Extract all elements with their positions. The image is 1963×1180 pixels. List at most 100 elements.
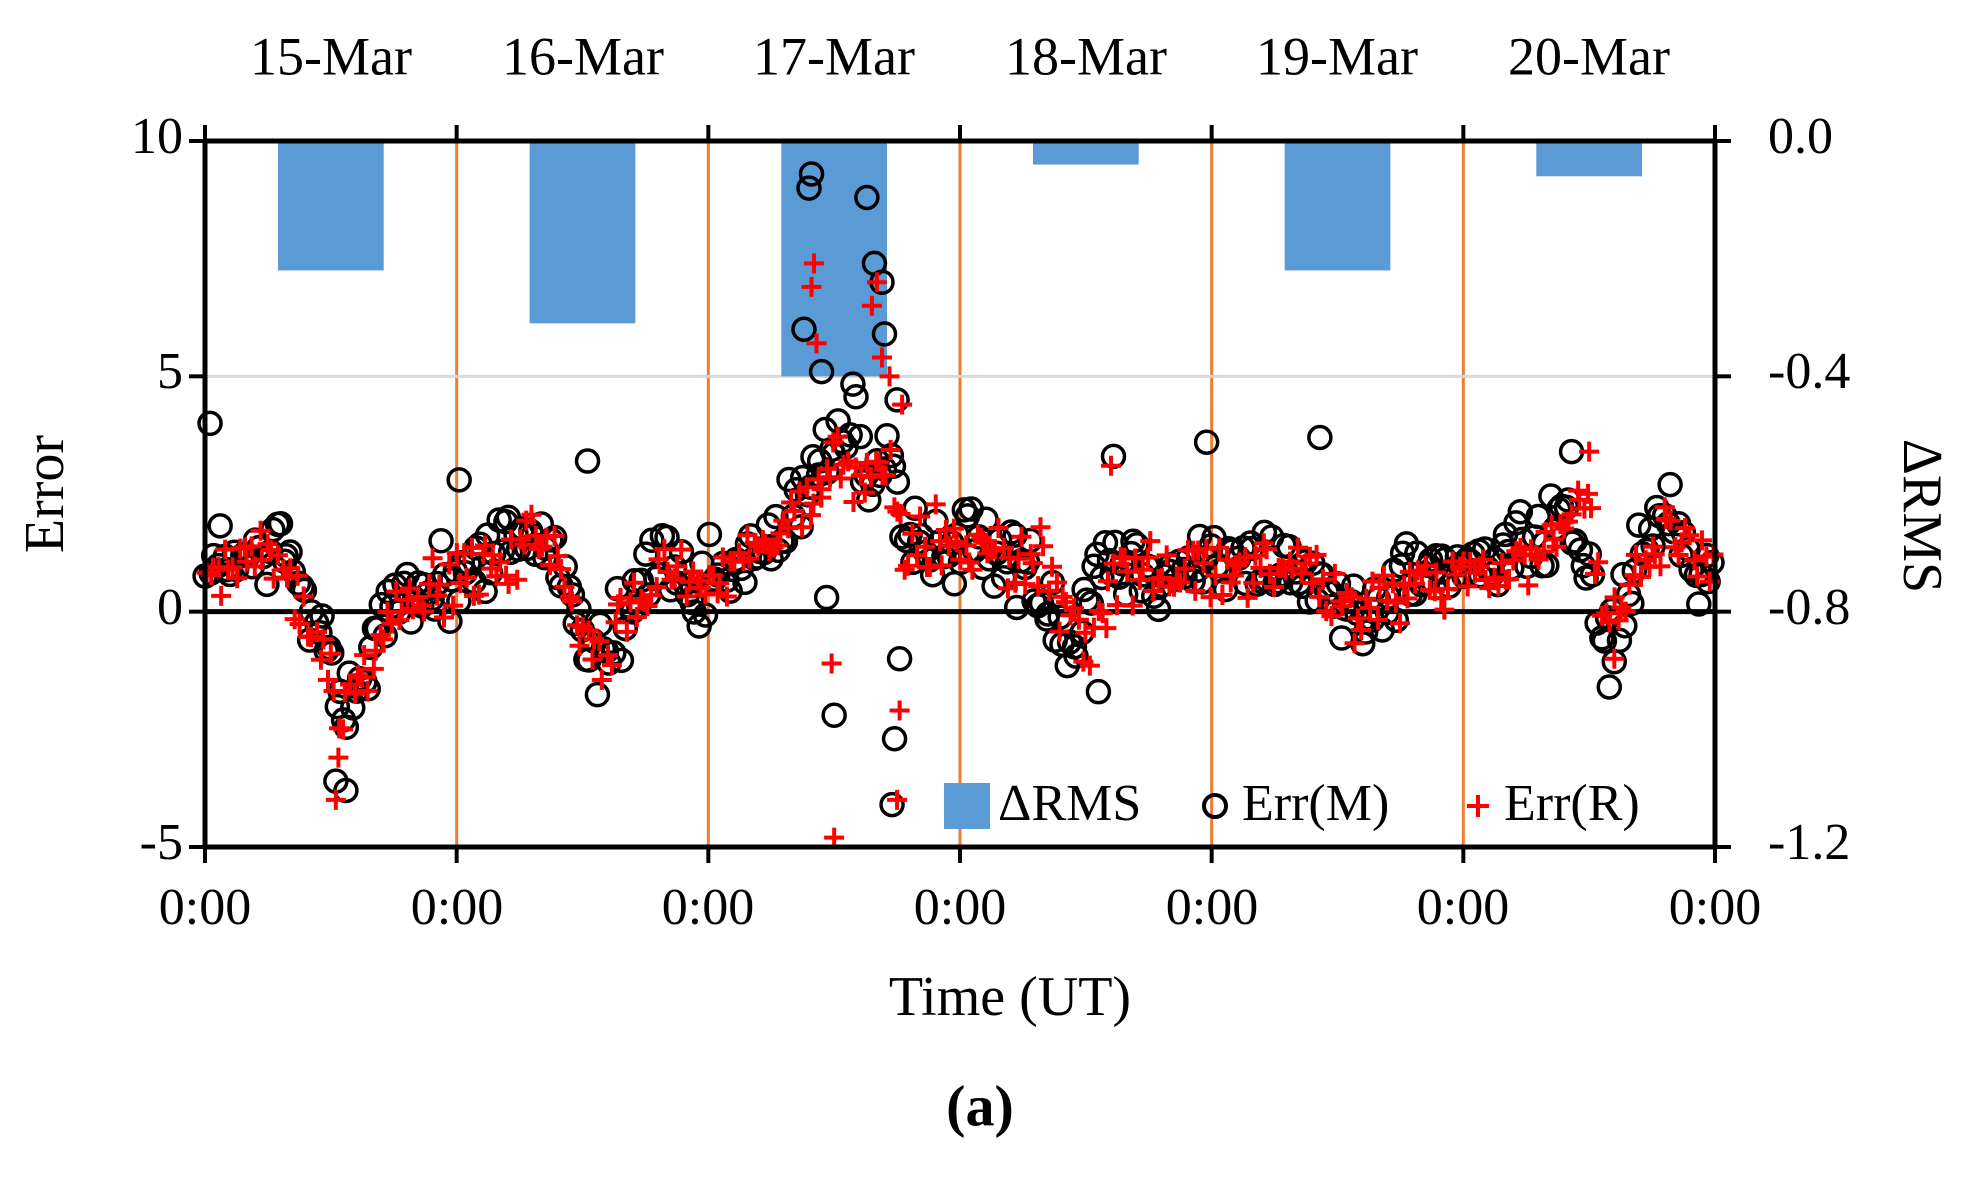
err-m-point [798,161,825,187]
err-r-point [251,549,272,570]
err-r-point [1385,592,1406,613]
err-r-point [1132,559,1153,580]
err-r-point [739,548,760,569]
err-r-point [1460,551,1481,572]
err-r-point [956,535,977,556]
err-m-point [324,693,351,720]
delta-rms-bar [1032,141,1139,165]
err-r-point [347,665,368,686]
legend: ΔRMS Err(M) Err(R) [944,775,1640,832]
err-r-point [1588,552,1609,573]
err-r-point [1437,578,1458,599]
legend-marker-err-m [1202,793,1228,819]
date-label: 17-Mar [753,26,915,86]
err-m-point [1061,634,1088,660]
err-r-point [320,643,341,664]
err-r-point [1615,601,1636,622]
err-r-point [267,545,288,566]
err-r-point [1096,618,1117,639]
err-r-point [1546,536,1567,557]
err-m-point [732,569,758,596]
err-r-point [1166,570,1187,591]
err-m-point [679,589,705,616]
err-m-point [1686,591,1712,617]
err-r-point [1156,545,1177,566]
err-r-point [910,506,931,527]
err-r-point [806,333,827,354]
err-r-point [1599,612,1620,633]
right-axis-labels: 0.0 -0.4 -0.8 -1.2 [1768,108,1850,871]
err-r-point [414,601,435,622]
err-r-point [429,574,450,595]
err-r-point [1679,525,1700,546]
err-r-point [287,565,308,586]
err-r-point [531,536,552,557]
err-r-point [1129,569,1150,590]
err-m-point [884,387,910,413]
err-r-point [1030,517,1051,538]
err-r-point [648,549,669,570]
err-r-point [752,529,773,550]
err-r-point [931,555,952,576]
err-r-point [890,504,911,525]
err-r-point [1324,563,1345,584]
err-r-point [1611,597,1632,618]
err-m-point [1507,499,1534,525]
err-r-point [333,719,354,740]
err-r-point [1143,580,1164,601]
err-r-point [461,537,482,558]
err-m-point [207,513,233,539]
err-r-point [317,669,338,690]
err-r-point [1348,608,1369,629]
err-r-point [554,576,575,597]
err-m-point [197,410,223,437]
err-m-point [847,423,874,450]
err-r-point [363,658,384,679]
err-r-point [892,394,913,415]
err-r-point [1351,619,1372,640]
err-r-point [325,789,346,810]
err-r-point [528,538,549,559]
err-r-point [1237,587,1258,608]
err-r-point [456,567,477,588]
err-m-point [1352,619,1379,645]
err-r-point [1306,544,1327,565]
err-r-point [1169,572,1190,593]
err-m-point [1626,512,1652,538]
legend-label-err-m: Err(M) [1242,775,1389,832]
err-r-point [1426,562,1447,583]
y-axis-title-right: ΔRMS [1891,439,1953,593]
err-m-point [879,791,905,818]
err-r-point [1332,596,1353,617]
err-m-point [1145,596,1172,623]
err-r-point [1033,536,1054,557]
err-r-point [373,629,394,650]
x-axis-labels: 0:00 0:00 0:00 0:00 0:00 0:00 0:00 [159,879,1761,936]
err-r-point [391,602,412,623]
err-r-point [1479,578,1500,599]
date-label: 18-Mar [1005,26,1167,86]
err-r-point [880,440,901,461]
err-r-point [1390,613,1411,634]
err-r-point [664,568,685,589]
err-m-point [821,702,847,728]
err-m-point [340,695,366,721]
err-r-point [1101,455,1121,476]
err-r-point [1097,571,1118,592]
err-r-point [1579,441,1600,462]
err-r-point [345,683,366,704]
err-r-point [1492,552,1513,573]
err-r-point [550,559,571,580]
left-tick-label: 10 [131,108,183,165]
err-r-point [824,827,845,848]
panel-label: (a) [946,1073,1014,1138]
err-r-point [827,426,848,447]
err-r-point [1596,603,1617,624]
err-r-point [808,469,829,490]
err-m-point [856,487,882,513]
err-r-point [1212,585,1233,606]
err-m-point [808,358,835,385]
err-r-point [943,518,964,539]
err-r-point [898,555,919,576]
err-r-point [1193,553,1214,574]
